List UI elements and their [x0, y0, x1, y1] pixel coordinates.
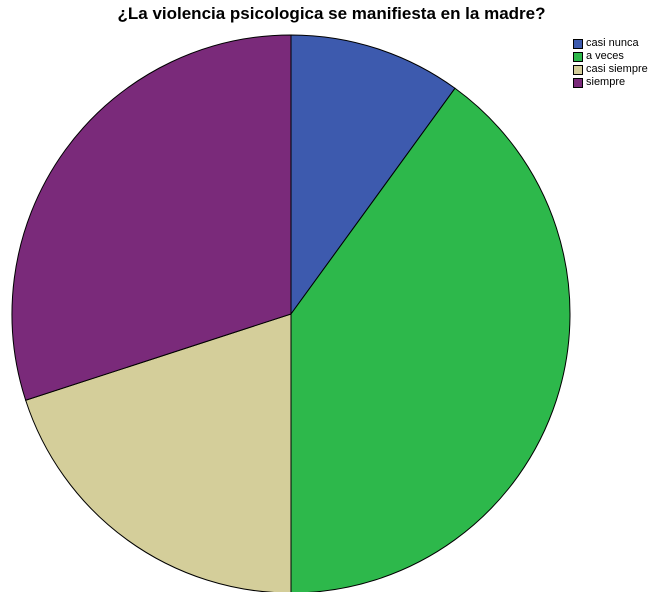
legend-label: casi siempre [586, 63, 648, 75]
legend-item: siempre [573, 76, 648, 89]
chart-title: ¿La violencia psicologica se manifiesta … [117, 4, 546, 23]
legend-item: casi siempre [573, 63, 648, 76]
legend-swatch [573, 38, 583, 49]
pie-slice-a-veces [290, 87, 571, 592]
legend-swatch [573, 51, 583, 62]
legend: casi nunca a veces casi siempre siempre [573, 37, 648, 89]
pie-slice-siempre [11, 34, 292, 401]
legend-swatch [573, 77, 583, 88]
pie-slice-casi-nunca [290, 34, 456, 316]
legend-item: a veces [573, 50, 648, 63]
legend-swatch [573, 64, 583, 75]
legend-label: casi nunca [586, 37, 639, 49]
legend-label: a veces [586, 50, 624, 62]
legend-label: siempre [586, 76, 626, 88]
pie-slice-casi-siempre [25, 313, 292, 592]
legend-item: casi nunca [573, 37, 648, 50]
